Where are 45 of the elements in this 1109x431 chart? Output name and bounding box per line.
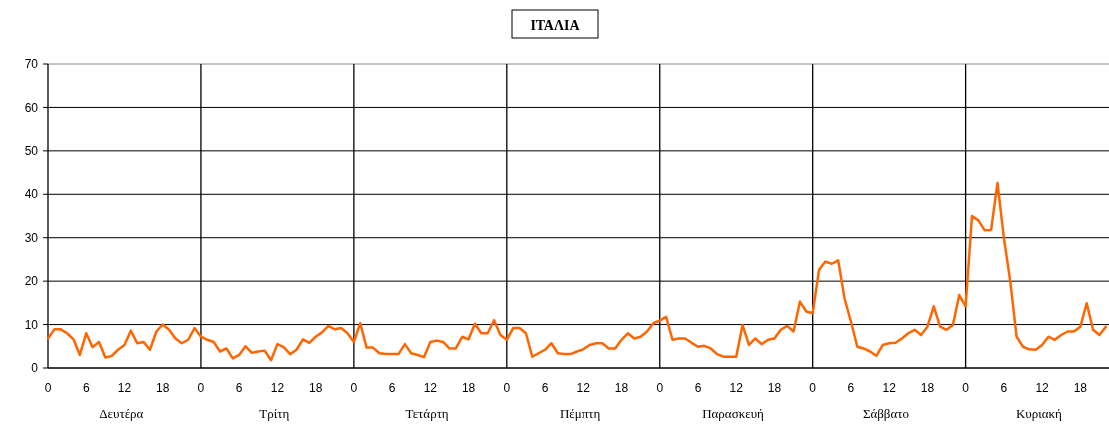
x-tick-label: 18 [308, 381, 323, 395]
x-tick-label: 12 [1035, 381, 1050, 395]
x-tick-label: 18 [767, 381, 782, 395]
y-tick-label: 0 [31, 361, 39, 376]
x-tick-label: 0 [962, 381, 970, 395]
chart-title: ΙΤΑΛΙΑ [530, 18, 581, 33]
text: Παρασκευή [702, 406, 765, 421]
x-tick-label: 6 [1000, 381, 1008, 395]
x-tick-label: 18 [461, 381, 476, 395]
line-series [46, 181, 1108, 362]
x-tick-label: 0 [809, 381, 817, 395]
x-tick-label: 0 [44, 381, 52, 395]
x-tick-label: 18 [920, 381, 935, 395]
text: Σάββατο [862, 406, 910, 421]
x-tick-label: 12 [729, 381, 744, 395]
x-tick-label: 6 [541, 381, 549, 395]
x-tick-label: 18 [1073, 381, 1088, 395]
y-tick-label: 40 [24, 187, 39, 202]
x-tick-label: 6 [694, 381, 702, 395]
y-tick-label: 10 [24, 317, 39, 332]
x-tick-label: 0 [503, 381, 511, 395]
x-tick-label: 6 [388, 381, 396, 395]
y-tick-label: 30 [24, 230, 39, 245]
y-tick-label: 60 [24, 100, 39, 115]
x-tick-label: 12 [576, 381, 591, 395]
y-tick-label: 20 [24, 274, 39, 289]
text: Δευτέρα [99, 406, 144, 421]
x-tick-label: 6 [235, 381, 243, 395]
x-tick-label: 18 [614, 381, 629, 395]
text: Τρίτη [259, 406, 290, 421]
text: Κυριακή [1015, 406, 1063, 421]
x-tick-label: 12 [117, 381, 132, 395]
y-tick-label: 70 [24, 57, 39, 72]
x-tick-label: 0 [656, 381, 664, 395]
text: Πέμπτη [559, 406, 601, 421]
x-tick-label: 12 [882, 381, 897, 395]
x-tick-label: 6 [847, 381, 855, 395]
text: Τετάρτη [405, 406, 449, 421]
x-tick-label: 0 [197, 381, 205, 395]
x-tick-label: 12 [270, 381, 285, 395]
x-tick-label: 6 [82, 381, 90, 395]
x-tick-label: 18 [156, 381, 170, 395]
x-tick-label: 0 [350, 381, 358, 395]
y-tick-label: 50 [24, 144, 39, 159]
x-tick-label: 12 [423, 381, 438, 395]
